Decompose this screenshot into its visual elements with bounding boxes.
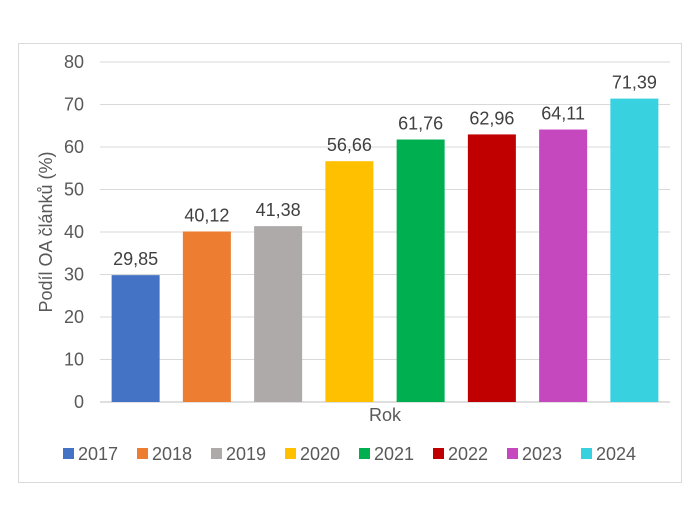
legend-label-2023: 2023: [522, 444, 562, 464]
data-label-2022: 62,96: [469, 108, 514, 128]
bar-2022: [467, 134, 516, 403]
data-label-2023: 64,11: [541, 104, 585, 124]
y-tick-label: 10: [64, 350, 84, 370]
bar-2017: [111, 275, 160, 402]
bar-2023: [539, 129, 588, 402]
legend-swatch-2021: [359, 448, 370, 459]
y-axis-title: Podíl OA článků (%): [36, 151, 56, 312]
data-label-2024: 71,39: [612, 73, 657, 93]
bar-2021: [396, 139, 445, 402]
legend-label-2019: 2019: [226, 444, 266, 464]
y-tick-label: 0: [74, 392, 84, 412]
y-tick-label: 20: [64, 307, 84, 327]
bars: [111, 98, 659, 403]
y-tick-label: 60: [64, 137, 84, 157]
bar-2019: [254, 226, 303, 402]
legend-swatch-2024: [581, 448, 592, 459]
legend-label-2024: 2024: [596, 444, 636, 464]
bar-2018: [182, 231, 231, 402]
data-label-2018: 40,12: [184, 205, 229, 225]
legend-swatch-2022: [433, 448, 444, 459]
bar-2020: [325, 161, 374, 402]
legend-label-2017: 2017: [78, 444, 118, 464]
legend-swatch-2023: [507, 448, 518, 459]
y-tick-label: 40: [64, 222, 84, 242]
y-axis-ticks: 0 10 20 30 40 50 60 70 80: [64, 52, 84, 412]
y-tick-label: 50: [64, 180, 84, 200]
legend-swatch-2020: [285, 448, 296, 459]
data-labels: 29,85 40,12 41,38 56,66 61,76 62,96 64,11 71,39: [113, 73, 657, 270]
y-tick-label: 30: [64, 265, 84, 285]
data-label-2020: 56,66: [327, 135, 372, 155]
y-tick-label: 70: [64, 95, 84, 115]
legend-swatch-2017: [63, 448, 74, 459]
legend-swatch-2018: [137, 448, 148, 459]
legend-label-2020: 2020: [300, 444, 340, 464]
legend-label-2022: 2022: [448, 444, 488, 464]
x-axis-title: Rok: [369, 405, 402, 425]
y-tick-label: 80: [64, 52, 84, 72]
data-label-2017: 29,85: [113, 249, 158, 269]
legend: 2017 2018 2019 2020 2021 2022 2023 2024: [63, 444, 636, 464]
data-label-2019: 41,38: [256, 200, 301, 220]
legend-label-2021: 2021: [374, 444, 414, 464]
legend-swatch-2019: [211, 448, 222, 459]
data-label-2021: 61,76: [398, 114, 443, 134]
bar-2024: [610, 98, 659, 402]
legend-label-2018: 2018: [152, 444, 192, 464]
